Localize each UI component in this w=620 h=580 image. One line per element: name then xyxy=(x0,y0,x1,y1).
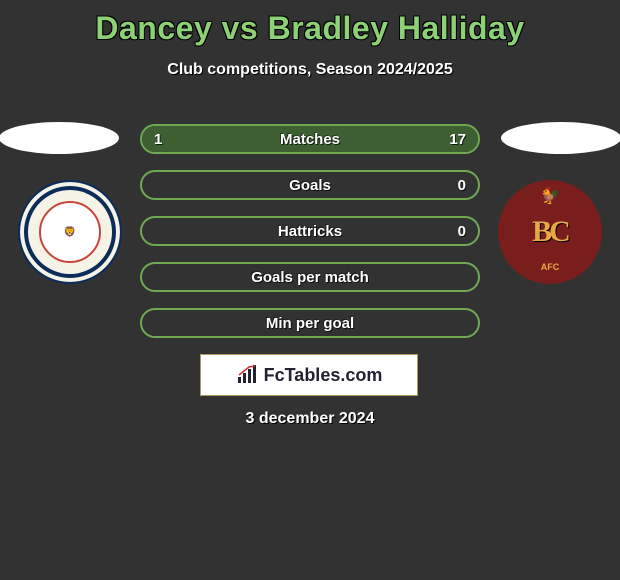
stat-value-left: 1 xyxy=(154,131,162,148)
right-badge-sub: AFC xyxy=(541,262,560,272)
brand-box[interactable]: FcTables.com xyxy=(200,354,418,396)
stat-label: Matches xyxy=(280,131,340,148)
stat-value-right: 17 xyxy=(449,131,466,148)
right-badge-text: BC xyxy=(532,215,568,249)
stat-label: Min per goal xyxy=(266,315,354,332)
stat-row: 1 17 Matches xyxy=(140,124,480,154)
subtitle: Club competitions, Season 2024/2025 xyxy=(0,61,620,79)
left-team-ellipse xyxy=(0,122,119,154)
stat-fill-left xyxy=(142,126,189,152)
stat-value-right: 0 xyxy=(458,177,466,194)
right-team-badge: 🐓 BC AFC xyxy=(498,180,602,284)
brand-chart-icon xyxy=(236,365,260,385)
stat-label: Goals xyxy=(289,177,331,194)
stat-row: 0 Goals xyxy=(140,170,480,200)
stats-container: 1 17 Matches 0 Goals 0 Hattricks Goals per matc… xyxy=(140,124,480,354)
stat-value-right: 0 xyxy=(458,223,466,240)
left-badge-icon: 🦁 xyxy=(39,201,101,263)
left-team-badge: 🦁 xyxy=(18,180,122,284)
stat-row: Goals per match xyxy=(140,262,480,292)
page-title: Dancey vs Bradley Halliday xyxy=(0,0,620,47)
stat-label: Goals per match xyxy=(251,269,369,286)
brand-text: FcTables.com xyxy=(264,365,383,386)
date-text: 3 december 2024 xyxy=(0,410,620,428)
stat-label: Hattricks xyxy=(278,223,342,240)
right-badge-icon: 🐓 xyxy=(540,186,560,206)
right-team-ellipse xyxy=(501,122,620,154)
stat-row: Min per goal xyxy=(140,308,480,338)
stat-row: 0 Hattricks xyxy=(140,216,480,246)
